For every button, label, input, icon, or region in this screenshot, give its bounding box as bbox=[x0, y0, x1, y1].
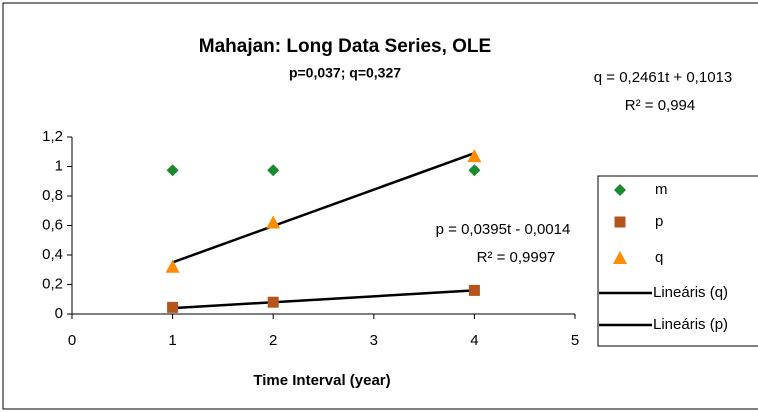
legend-label: q bbox=[655, 249, 663, 266]
legend-label: Lineáris (q) bbox=[653, 284, 728, 301]
x-tick-label: 0 bbox=[68, 332, 76, 349]
y-tick-label: 1,2 bbox=[42, 128, 63, 145]
x-tick-label: 4 bbox=[470, 332, 478, 349]
legend-label: Lineáris (p) bbox=[653, 316, 728, 333]
y-tick-label: 0 bbox=[55, 305, 63, 322]
equation-label: q = 0,2461t + 0,1013 bbox=[594, 69, 732, 86]
point bbox=[167, 301, 179, 313]
legend-label: p bbox=[655, 213, 663, 230]
trendline bbox=[172, 152, 475, 264]
chart-title: Mahajan: Long Data Series, OLE bbox=[199, 36, 491, 57]
chart-subtitle: p=0,037; q=0,327 bbox=[289, 65, 401, 81]
y-tick-label: 1 bbox=[55, 157, 63, 174]
point bbox=[614, 216, 626, 228]
point bbox=[613, 251, 627, 264]
x-tick-label: 5 bbox=[571, 332, 579, 349]
point bbox=[468, 284, 480, 296]
point bbox=[166, 164, 179, 177]
y-tick-label: 0,4 bbox=[42, 246, 63, 263]
legend-label: m bbox=[655, 181, 668, 198]
equation-label: R² = 0,9997 bbox=[477, 249, 556, 266]
y-tick-label: 0,8 bbox=[42, 187, 63, 204]
point bbox=[267, 164, 280, 177]
point bbox=[267, 296, 279, 308]
point bbox=[468, 164, 481, 177]
y-tick-label: 0,6 bbox=[42, 216, 63, 233]
point bbox=[467, 149, 482, 163]
x-axis-title: Time Interval (year) bbox=[253, 372, 390, 389]
x-tick-label: 1 bbox=[168, 332, 176, 349]
point bbox=[266, 215, 281, 229]
y-tick-label: 0,2 bbox=[42, 275, 63, 292]
x-tick-label: 3 bbox=[370, 332, 378, 349]
equation-label: R² = 0,994 bbox=[625, 97, 695, 114]
point bbox=[614, 184, 626, 196]
point bbox=[165, 259, 180, 273]
x-tick-label: 2 bbox=[269, 332, 277, 349]
trendline bbox=[172, 289, 475, 310]
equation-label: p = 0,0395t - 0,0014 bbox=[436, 221, 571, 238]
